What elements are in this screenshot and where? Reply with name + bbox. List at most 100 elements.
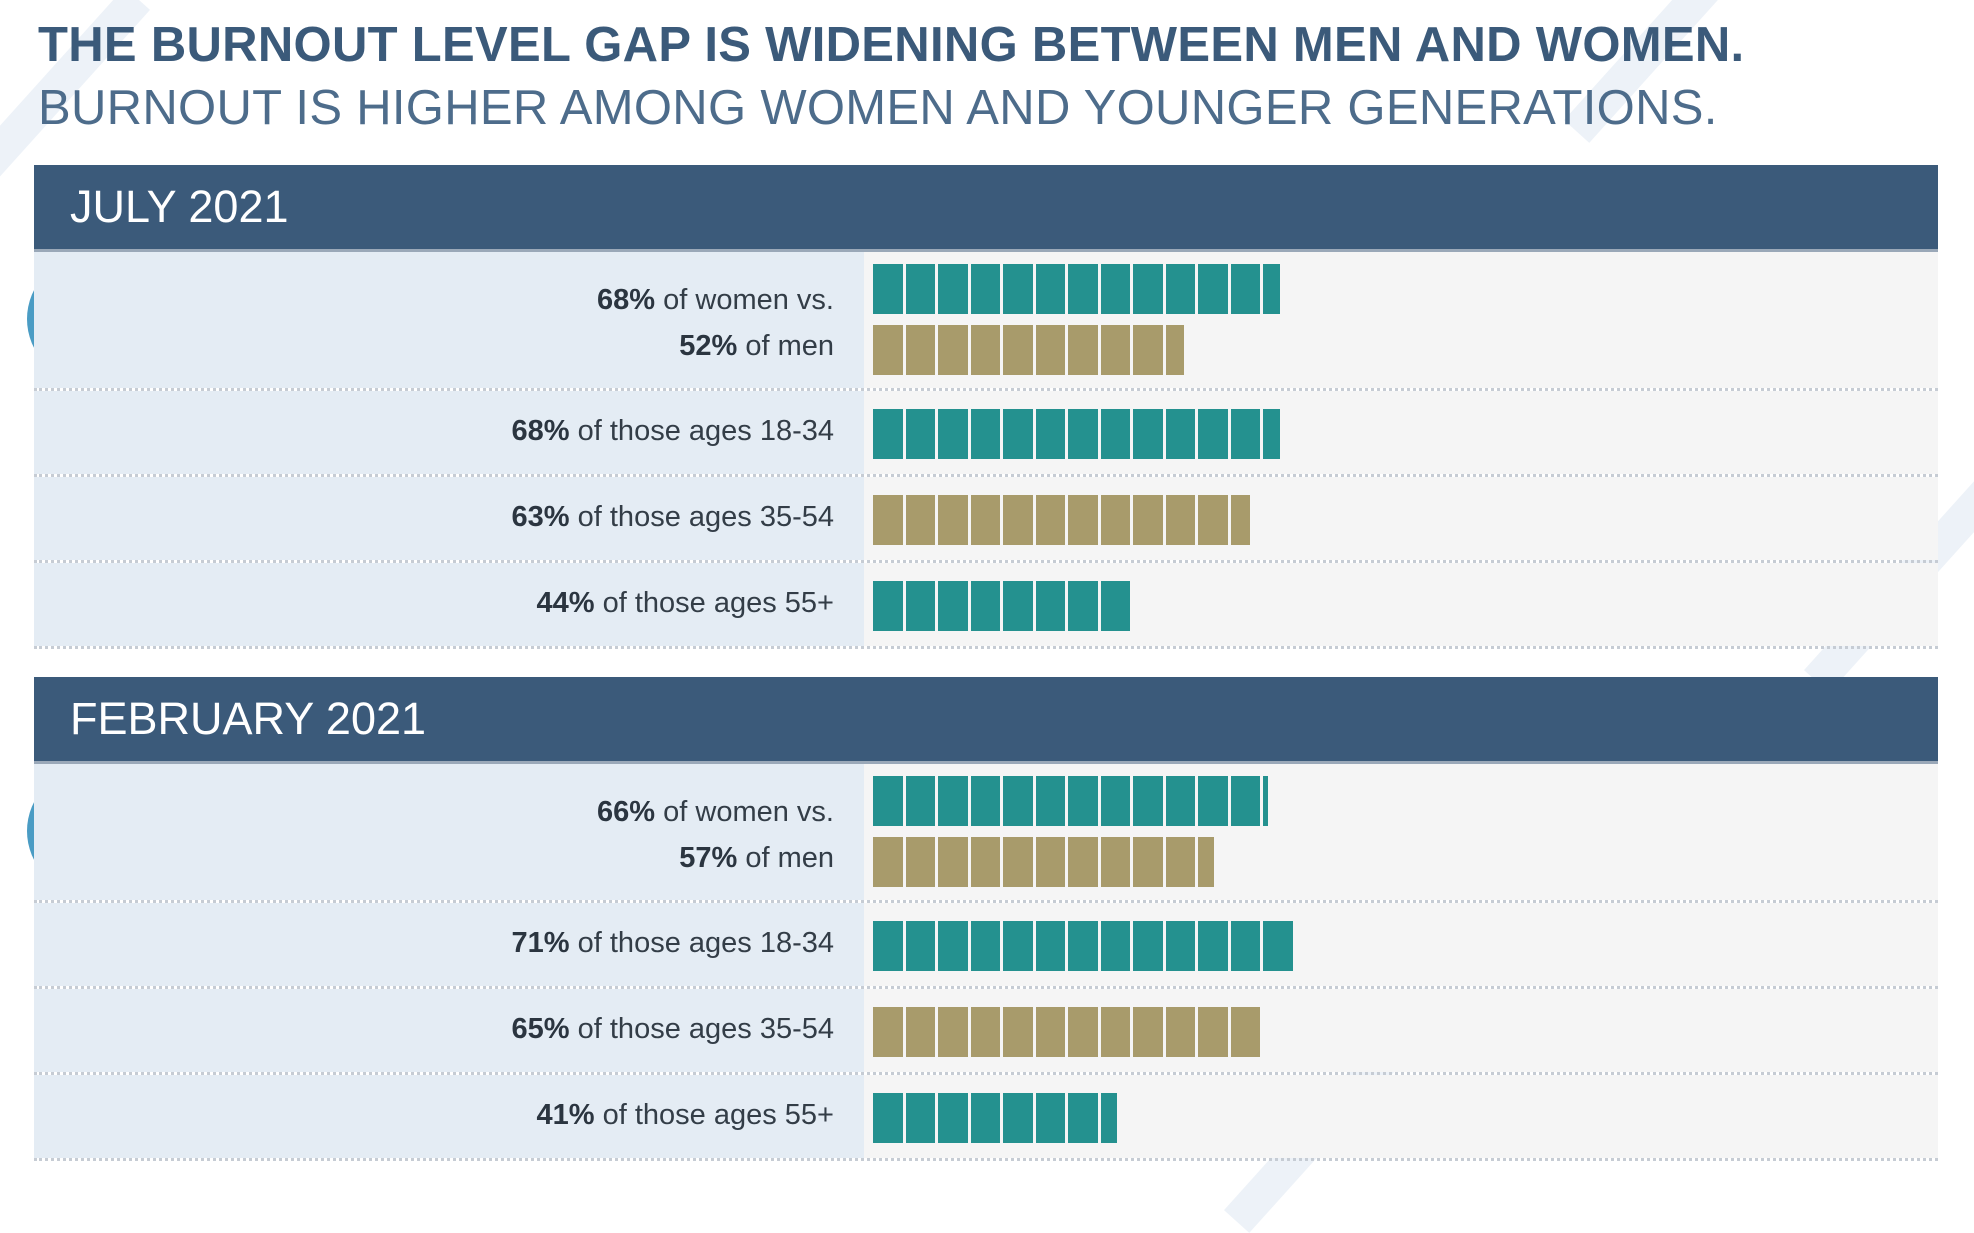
bar-segment: [1133, 409, 1163, 459]
bar-segment: [1100, 409, 1130, 459]
bar-segment: [1100, 921, 1130, 971]
age-row-18-34: 68% of those ages 18-34: [34, 391, 1938, 477]
bar-ages-35-54: [873, 1007, 1263, 1057]
bar-segment: [938, 264, 968, 314]
bar-value-label: 57%: [679, 842, 738, 874]
section-rows: 68% of women vs. 52% of men 68% of those…: [34, 252, 1938, 649]
bar-value-label: 68%: [597, 284, 656, 316]
bar-segment: [970, 1007, 1000, 1057]
bar-segment: [1100, 1093, 1118, 1143]
bar-label-text: of men: [737, 842, 834, 874]
chart-title: THE BURNOUT LEVEL GAP IS WIDENING BETWEE…: [38, 18, 1745, 72]
bar-segment: [1003, 325, 1033, 375]
bar-segment: [1003, 581, 1033, 631]
bar-men: [873, 325, 1187, 375]
bar-segment: [1100, 776, 1130, 826]
bar-segment: [1263, 264, 1281, 314]
bar-segment: [970, 581, 1000, 631]
bar-segment: [873, 325, 903, 375]
bar-segment: [970, 837, 1000, 887]
bar-segment: [873, 776, 903, 826]
bar-segment: [970, 325, 1000, 375]
bar-segment: [938, 325, 968, 375]
bar-label: 65% of those ages 35-54: [512, 1013, 834, 1046]
bar-segment: [1035, 495, 1065, 545]
bar-segment: [873, 1093, 903, 1143]
bar-ages-55-plus: [873, 1093, 1120, 1143]
bar-segment: [1198, 495, 1228, 545]
bar-segment: [938, 1093, 968, 1143]
section-header: FEBRUARY 2021: [34, 677, 1938, 764]
bar-segment: [1003, 921, 1033, 971]
bar-label-text: of women vs.: [655, 284, 834, 316]
bar-value-label: 66%: [597, 796, 656, 828]
bar-segment: [905, 1093, 935, 1143]
bar-segment: [1100, 264, 1130, 314]
bar-segment: [1003, 495, 1033, 545]
bar-segment: [1068, 837, 1098, 887]
bar-segment: [873, 1007, 903, 1057]
age-row-35-54: 63% of those ages 35-54: [34, 477, 1938, 563]
bar-value-label: 41%: [536, 1099, 595, 1131]
bar-segment: [905, 581, 935, 631]
bar-label: 71% of those ages 18-34: [512, 927, 834, 960]
bar-segment: [873, 264, 903, 314]
bar-segment: [970, 495, 1000, 545]
bar-segment: [1133, 325, 1163, 375]
bar-segment: [873, 837, 903, 887]
bar-ages-18-34: [873, 409, 1283, 459]
bar-men: [873, 837, 1217, 887]
bar-segment: [1003, 1007, 1033, 1057]
bar-segment: [1003, 1093, 1033, 1143]
bar-segment: [1003, 264, 1033, 314]
bar-segment: [1165, 325, 1184, 375]
bar-segment: [1035, 581, 1065, 631]
bar-segment: [1230, 1007, 1260, 1057]
bar-segment: [1068, 581, 1098, 631]
bar-segment: [1035, 409, 1065, 459]
bar-segment: [873, 921, 903, 971]
bar-segment: [1068, 1093, 1098, 1143]
bar-segment: [1100, 581, 1130, 631]
bar-segment: [938, 1007, 968, 1057]
bar-segment: [1133, 837, 1163, 887]
bar-value-label: 63%: [511, 501, 570, 533]
bar-label: 66% of women vs.: [597, 796, 834, 829]
bar-segment: [1263, 409, 1281, 459]
bar-segment: [1068, 409, 1098, 459]
bar-ages-55-plus: [873, 581, 1133, 631]
bar-label: 68% of women vs.: [597, 284, 834, 317]
gender-row: 66% of women vs. 57% of men: [34, 764, 1938, 903]
bar-segment: [1165, 837, 1195, 887]
age-row-35-54: 65% of those ages 35-54: [34, 989, 1938, 1075]
bar-label: 57% of men: [679, 842, 834, 875]
section-rows: 66% of women vs. 57% of men 71% of those…: [34, 764, 1938, 1161]
bar-segment: [1100, 837, 1130, 887]
bar-value-label: 71%: [511, 927, 570, 959]
bar-segment: [905, 1007, 935, 1057]
bar-segment: [1133, 1007, 1163, 1057]
bar-segment: [970, 264, 1000, 314]
bar-segment: [1068, 776, 1098, 826]
bar-segment: [1100, 325, 1130, 375]
bar-segment: [1068, 1007, 1098, 1057]
bar-segment: [970, 921, 1000, 971]
bar-label: 63% of those ages 35-54: [512, 501, 834, 534]
bar-label-text: of those ages 35-54: [569, 1013, 834, 1045]
bar-segment: [1165, 495, 1195, 545]
bar-segment: [1035, 921, 1065, 971]
bar-segment: [970, 1093, 1000, 1143]
bar-women: [873, 264, 1283, 314]
bar-label-text: of those ages 35-54: [569, 501, 834, 533]
bar-label: 52% of men: [679, 330, 834, 363]
bar-label-text: of those ages 18-34: [569, 927, 834, 959]
bar-segment: [938, 495, 968, 545]
bar-segment: [1035, 1007, 1065, 1057]
headline: THE BURNOUT LEVEL GAP IS WIDENING BETWEE…: [38, 16, 1744, 138]
bar-segment: [873, 581, 903, 631]
bar-segment: [873, 495, 903, 545]
bar-segment: [1263, 921, 1293, 971]
age-row-55-plus: 44% of those ages 55+: [34, 563, 1938, 649]
bar-segment: [1198, 264, 1228, 314]
bar-label: 44% of those ages 55+: [537, 587, 834, 620]
